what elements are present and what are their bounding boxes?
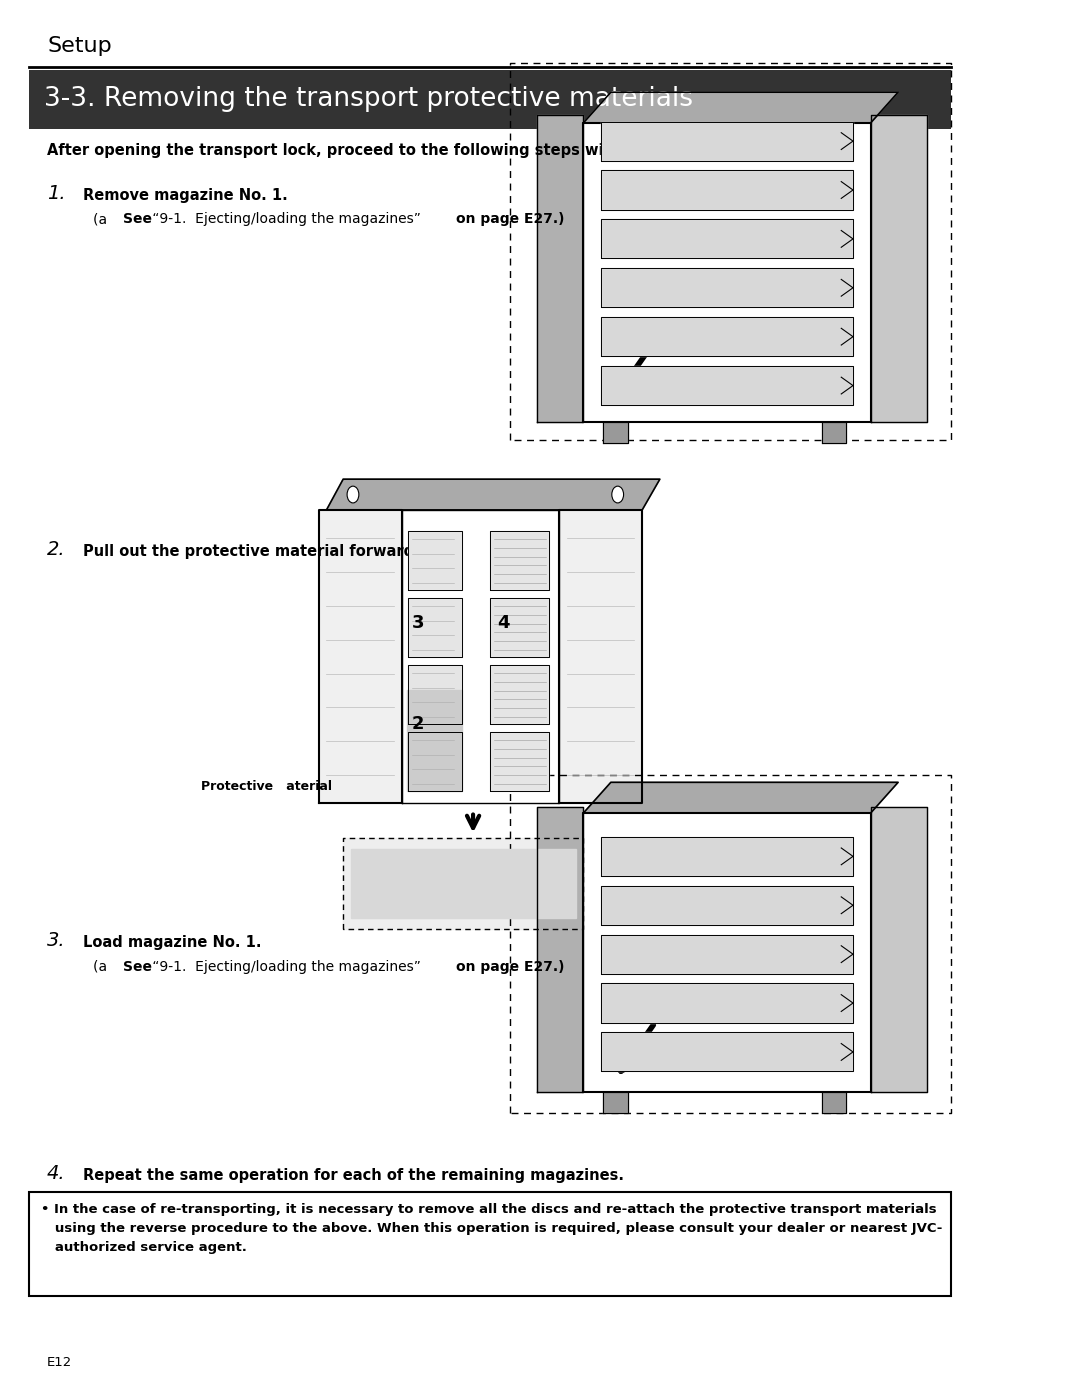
Polygon shape — [558, 510, 643, 803]
Text: (a: (a — [93, 212, 116, 226]
Polygon shape — [603, 1092, 627, 1113]
Polygon shape — [583, 123, 870, 422]
Text: 4: 4 — [498, 615, 510, 631]
Polygon shape — [326, 479, 660, 510]
Text: Setup: Setup — [48, 36, 112, 56]
Polygon shape — [602, 983, 853, 1023]
Polygon shape — [408, 665, 461, 724]
Polygon shape — [407, 690, 461, 791]
Polygon shape — [408, 732, 461, 791]
Polygon shape — [602, 886, 853, 925]
Polygon shape — [602, 935, 853, 974]
Polygon shape — [537, 115, 583, 422]
Polygon shape — [602, 1032, 853, 1071]
Polygon shape — [602, 268, 853, 307]
Text: 4.: 4. — [48, 1164, 66, 1183]
Polygon shape — [602, 170, 853, 210]
Text: (a: (a — [93, 960, 116, 974]
Polygon shape — [603, 422, 627, 443]
Text: 2.: 2. — [48, 539, 66, 559]
Text: After opening the transport lock, proceed to the following steps without closing: After opening the transport lock, procee… — [48, 142, 792, 158]
Text: Load magazine No. 1.: Load magazine No. 1. — [83, 935, 261, 950]
Polygon shape — [490, 531, 550, 590]
Circle shape — [347, 486, 359, 503]
Polygon shape — [490, 732, 550, 791]
Text: E12: E12 — [48, 1356, 72, 1369]
Text: “9-1.  Ejecting/loading the magazines”: “9-1. Ejecting/loading the magazines” — [148, 960, 430, 974]
Polygon shape — [537, 807, 583, 1092]
Text: See: See — [122, 212, 151, 226]
Polygon shape — [583, 813, 870, 1092]
Polygon shape — [402, 510, 558, 803]
Text: “9-1.  Ejecting/loading the magazines”: “9-1. Ejecting/loading the magazines” — [148, 212, 430, 226]
Text: 3.: 3. — [48, 930, 66, 950]
Polygon shape — [408, 598, 461, 657]
Polygon shape — [343, 838, 583, 929]
Polygon shape — [602, 837, 853, 876]
Polygon shape — [602, 122, 853, 161]
Polygon shape — [870, 115, 927, 422]
Polygon shape — [490, 665, 550, 724]
Text: • In the case of re-transporting, it is necessary to remove all the discs and re: • In the case of re-transporting, it is … — [41, 1203, 943, 1255]
Bar — [29, 70, 951, 129]
Polygon shape — [490, 598, 550, 657]
Polygon shape — [602, 317, 853, 356]
Polygon shape — [822, 1092, 846, 1113]
Polygon shape — [319, 510, 402, 803]
Text: 3-3. Removing the transport protective materials: 3-3. Removing the transport protective m… — [44, 87, 693, 112]
Text: on page E27.): on page E27.) — [456, 212, 565, 226]
Polygon shape — [602, 366, 853, 405]
Polygon shape — [870, 807, 927, 1092]
Text: 3: 3 — [411, 615, 424, 631]
Text: on page E27.): on page E27.) — [456, 960, 565, 974]
Text: Protective   aterial: Protective aterial — [201, 781, 332, 793]
Polygon shape — [822, 422, 846, 443]
Text: 2: 2 — [411, 715, 424, 732]
Polygon shape — [602, 219, 853, 258]
Text: 1.: 1. — [48, 183, 66, 203]
Text: Remove magazine No. 1.: Remove magazine No. 1. — [83, 187, 288, 203]
Bar — [29, 1192, 951, 1296]
Polygon shape — [583, 782, 899, 813]
Text: See: See — [122, 960, 151, 974]
Circle shape — [611, 486, 623, 503]
Polygon shape — [583, 92, 899, 123]
Polygon shape — [408, 531, 461, 590]
Text: Pull out the protective material forwards.: Pull out the protective material forward… — [83, 543, 429, 559]
Text: Repeat the same operation for each of the remaining magazines.: Repeat the same operation for each of th… — [83, 1168, 624, 1183]
Polygon shape — [351, 849, 576, 918]
